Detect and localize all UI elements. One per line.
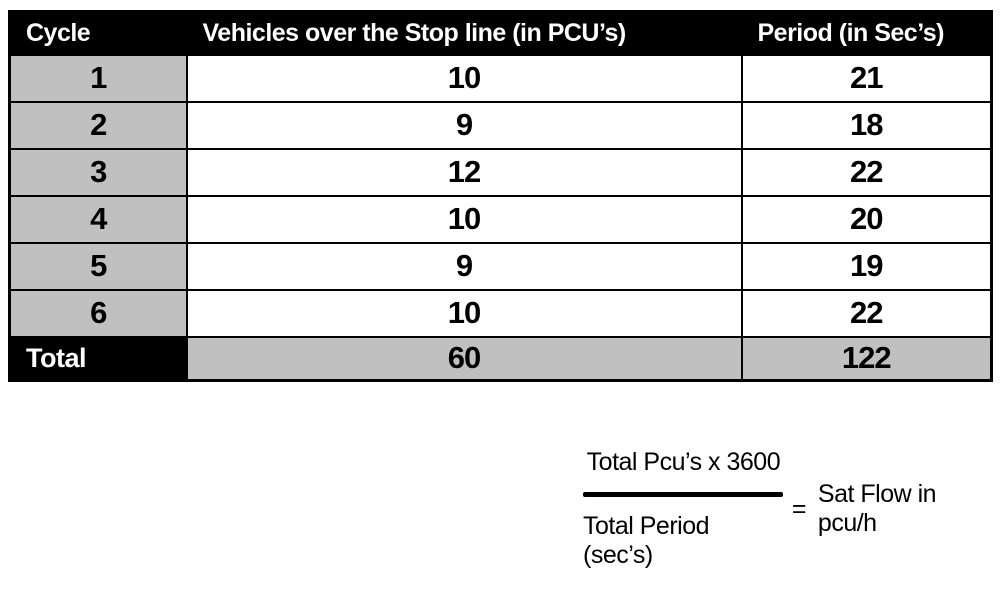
saturation-flow-formula: Total Pcu’s x 3600 Total Period (sec’s) … (583, 448, 1000, 570)
period-value: 21 (740, 53, 993, 103)
table-row: 6 10 22 (8, 288, 993, 338)
table-row: 3 12 22 (8, 147, 993, 197)
col-header-cycle: Cycle (8, 10, 188, 56)
total-label: Total (8, 335, 188, 382)
period-value: 19 (740, 241, 993, 291)
vehicles-value: 9 (185, 100, 743, 150)
formula-numerator: Total Pcu’s x 3600 (586, 448, 781, 476)
equals-sign: = (791, 494, 807, 523)
total-row: Total 60 122 (8, 335, 993, 382)
table-row: 2 9 18 (8, 100, 993, 150)
period-value: 22 (740, 288, 993, 338)
col-header-period: Period (in Sec’s) (740, 10, 993, 56)
vehicles-value: 10 (185, 53, 743, 103)
cycle-number: 4 (8, 194, 188, 244)
cycle-number: 3 (8, 147, 188, 197)
cycle-number: 5 (8, 241, 188, 291)
cycle-number: 2 (8, 100, 188, 150)
table-row: 4 10 20 (8, 194, 993, 244)
fraction-bar (583, 492, 784, 497)
cycle-number: 1 (8, 53, 188, 103)
vehicles-value: 10 (185, 194, 743, 244)
table-row: 1 10 21 (8, 53, 993, 103)
total-period-value: 122 (740, 335, 993, 382)
saturation-flow-table: Cycle Vehicles over the Stop line (in PC… (8, 10, 993, 382)
period-value: 22 (740, 147, 993, 197)
table-header-row: Cycle Vehicles over the Stop line (in PC… (8, 10, 993, 56)
vehicles-value: 10 (185, 288, 743, 338)
total-vehicles-value: 60 (185, 335, 743, 382)
period-value: 18 (740, 100, 993, 150)
formula-result: Sat Flow in pcu/h (817, 480, 937, 537)
col-header-vehicles: Vehicles over the Stop line (in PCU’s) (185, 10, 743, 56)
vehicles-value: 9 (185, 241, 743, 291)
formula-denominator: Total Period (sec’s) (583, 512, 710, 569)
vehicles-value: 12 (185, 147, 743, 197)
table-row: 5 9 19 (8, 241, 993, 291)
cycle-number: 6 (8, 288, 188, 338)
fraction: Total Pcu’s x 3600 Total Period (sec’s) (583, 448, 784, 570)
period-value: 20 (740, 194, 993, 244)
